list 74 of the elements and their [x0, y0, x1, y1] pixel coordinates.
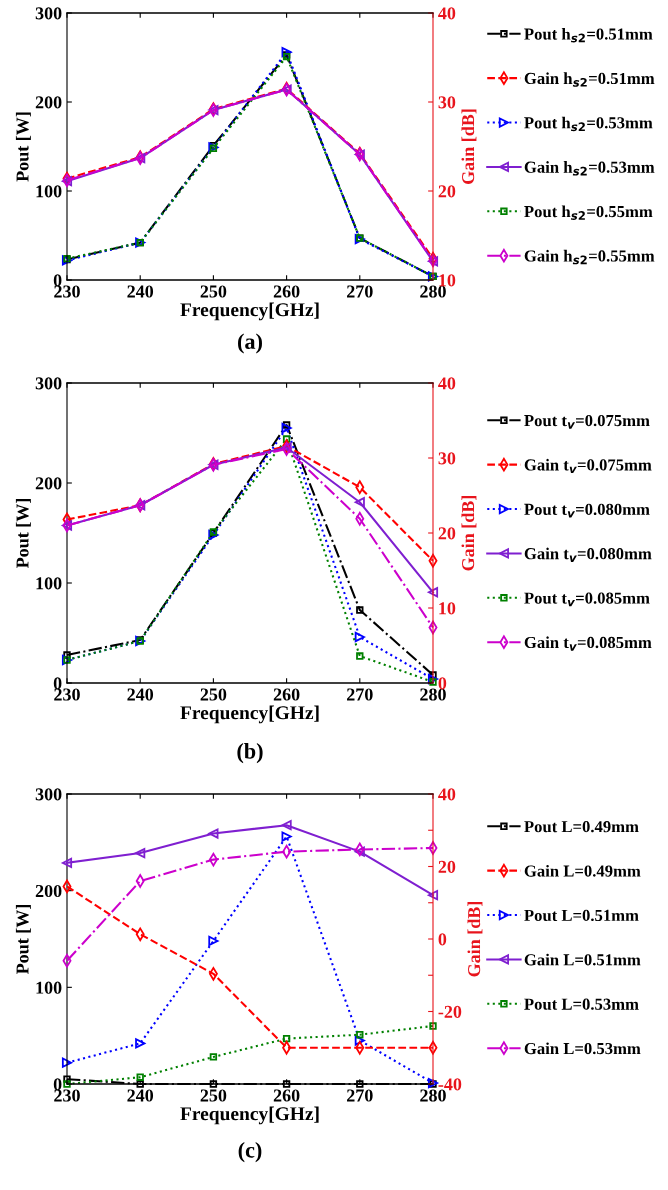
legend-label: Gain t$_{v}$=0.075mm — [524, 458, 652, 474]
legend-label: Pout L=0.49mm — [524, 821, 639, 833]
y-tick-label: 100 — [36, 185, 62, 198]
x-tick-label: 270 — [347, 688, 373, 701]
x-axis-title: Frequency[GHz] — [180, 302, 319, 321]
y2-tick-label: 30 — [438, 96, 456, 109]
y2-tick-label: 0 — [438, 933, 447, 946]
x-tick-label: 240 — [127, 285, 154, 298]
y-tick-label: 300 — [35, 7, 62, 20]
y2-tick-label: 10 — [439, 274, 456, 287]
legend-label: Gain t$_{v}$=0.085mm — [524, 636, 652, 651]
legend-label: Pout h$_{s2}$=0.53mm — [524, 116, 653, 132]
x-tick-label: 240 — [127, 1089, 154, 1102]
text: (c) — [238, 1142, 262, 1163]
y2-axis-title: Gain [dB] — [461, 109, 477, 184]
x-tick-label: 230 — [54, 1089, 80, 1102]
y-axis-title: Pout [W] — [15, 904, 31, 975]
y2-tick-label: 20 — [438, 527, 456, 540]
y2-axis-title: Gain [dB] — [461, 495, 477, 571]
legend-label: Gain t$_{v}$=0.080mm — [524, 547, 652, 562]
x-tick-label: 280 — [420, 285, 446, 298]
legend-label: Gain L=0.51mm — [524, 953, 641, 966]
y-tick-label: 0 — [53, 274, 62, 287]
legend-label: Pout h$_{s2}$=0.55mm — [524, 205, 653, 220]
x-tick-label: 230 — [54, 688, 80, 701]
text: (a) — [238, 333, 262, 354]
x-tick-label: 230 — [54, 285, 80, 298]
y-tick-label: 100 — [36, 577, 62, 590]
x-tick-label: 280 — [420, 688, 446, 701]
x-tick-label: 240 — [127, 688, 154, 701]
y2-tick-label: 20 — [438, 185, 456, 198]
y2-tick-label: -40 — [438, 1078, 462, 1091]
y-tick-label: 300 — [35, 377, 62, 390]
legend-label: Pout t$_{v}$=0.080mm — [524, 503, 650, 518]
y-tick-label: 0 — [53, 1078, 62, 1091]
text: (b) — [237, 743, 263, 764]
x-axis-title: Frequency[GHz] — [180, 1106, 319, 1125]
legend-label: Pout L=0.51mm — [524, 909, 639, 922]
y2-axis-title: Gain [dB] — [467, 901, 483, 977]
legend-label: Gain h$_{s2}$=0.55mm — [524, 249, 655, 265]
y2-tick-label: 30 — [438, 452, 456, 465]
legend-label: Gain h$_{s2}$=0.51mm — [524, 72, 655, 87]
legend-label: Pout h$_{s2}$=0.51mm — [524, 27, 653, 43]
x-tick-label: 250 — [200, 1089, 227, 1102]
legend-label: Gain L=0.49mm — [524, 864, 641, 877]
y-tick-label: 200 — [35, 96, 62, 109]
x-tick-label: 260 — [273, 285, 300, 298]
legend-label: Gain L=0.53mm — [524, 1042, 641, 1055]
y-tick-label: 300 — [35, 788, 62, 801]
y2-tick-label: 40 — [438, 7, 456, 20]
x-tick-label: 250 — [200, 285, 227, 298]
y-axis-title: Pout [W] — [15, 498, 31, 569]
x-tick-label: 260 — [273, 1089, 300, 1102]
y2-tick-label: 40 — [438, 377, 456, 390]
legend-label: Pout t$_{v}$=0.075mm — [524, 414, 650, 429]
y2-tick-label: 10 — [439, 602, 456, 615]
x-tick-label: 260 — [273, 688, 300, 701]
y2-tick-label: -20 — [438, 1005, 462, 1018]
x-tick-label: 280 — [420, 1089, 446, 1102]
y-axis-title: Pout [W] — [15, 112, 31, 182]
legend-label: Pout t$_{v}$=0.085mm — [524, 592, 650, 607]
x-tick-label: 250 — [200, 688, 227, 701]
x-axis-title: Frequency[GHz] — [180, 705, 319, 724]
legend-label: Gain h$_{s2}$=0.53mm — [524, 161, 655, 176]
x-tick-label: 270 — [347, 285, 373, 298]
y2-tick-label: 40 — [438, 788, 456, 801]
y-tick-label: 200 — [35, 884, 62, 898]
y-tick-label: 200 — [35, 477, 62, 490]
y2-tick-label: 0 — [438, 677, 447, 690]
y2-tick-label: 20 — [438, 860, 456, 873]
y-tick-label: 0 — [53, 677, 62, 690]
y-tick-label: 100 — [36, 981, 62, 994]
x-tick-label: 270 — [347, 1089, 373, 1102]
legend-label: Pout L=0.53mm — [524, 998, 639, 1010]
